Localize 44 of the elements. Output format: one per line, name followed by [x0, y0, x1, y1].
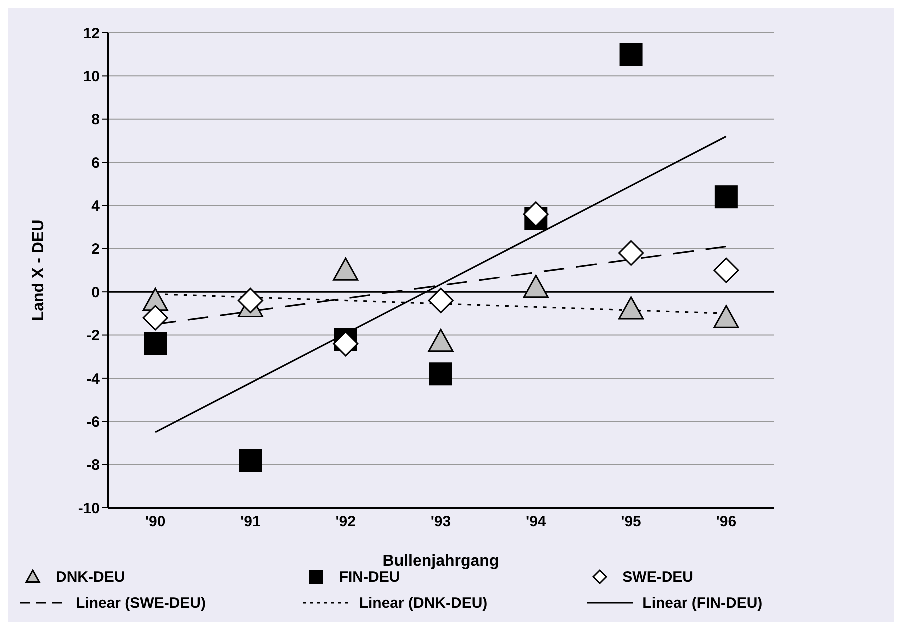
point	[714, 305, 740, 328]
point	[620, 43, 643, 66]
y-tick-label: 6	[92, 154, 100, 172]
point	[714, 186, 738, 209]
point	[523, 275, 549, 298]
point	[428, 329, 454, 352]
y-tick-label: 4	[92, 198, 101, 216]
y-tick-label: 2	[92, 241, 100, 258]
legend-label: Linear (FIN-DEU)	[642, 594, 763, 612]
y-tick-label: -10	[78, 500, 100, 518]
point	[239, 449, 262, 472]
point	[142, 305, 168, 331]
point	[430, 362, 452, 386]
y-tick-label: 10	[83, 68, 100, 86]
point	[333, 258, 359, 281]
y-tick-label: -6	[86, 414, 100, 431]
x-tick-label: '94	[526, 514, 547, 531]
point	[714, 258, 740, 284]
point	[238, 288, 264, 314]
y-tick-label: 0	[92, 284, 100, 302]
x-tick-label: '93	[430, 514, 452, 531]
x-tick-label: '90	[145, 514, 166, 531]
x-tick-label: '95	[621, 514, 642, 531]
y-axis-title: Land X - DEU	[30, 220, 48, 322]
point	[333, 331, 359, 357]
x-tick-label: '91	[240, 514, 261, 531]
point	[523, 202, 549, 228]
y-tick-label: -4	[86, 370, 101, 388]
point	[618, 296, 644, 320]
y-tick-label: -2	[86, 328, 100, 345]
y-tick-label: 12	[83, 25, 100, 42]
x-tick-label: '92	[336, 514, 356, 531]
legend-label: FIN-DEU	[339, 568, 400, 586]
x-axis-title: Bullenjahrgang	[382, 553, 500, 570]
legend-label: Linear (SWE-DEU)	[76, 594, 206, 612]
legend-label: DNK-DEU	[56, 568, 126, 586]
point	[428, 288, 454, 314]
legend-label: SWE-DEU	[622, 568, 694, 586]
y-tick-label: -8	[86, 457, 100, 474]
y-tick-label: 8	[92, 112, 100, 129]
point	[144, 332, 168, 356]
legend-label: Linear (DNK-DEU)	[359, 594, 488, 612]
point	[618, 240, 644, 266]
x-tick-label: '96	[716, 514, 737, 531]
